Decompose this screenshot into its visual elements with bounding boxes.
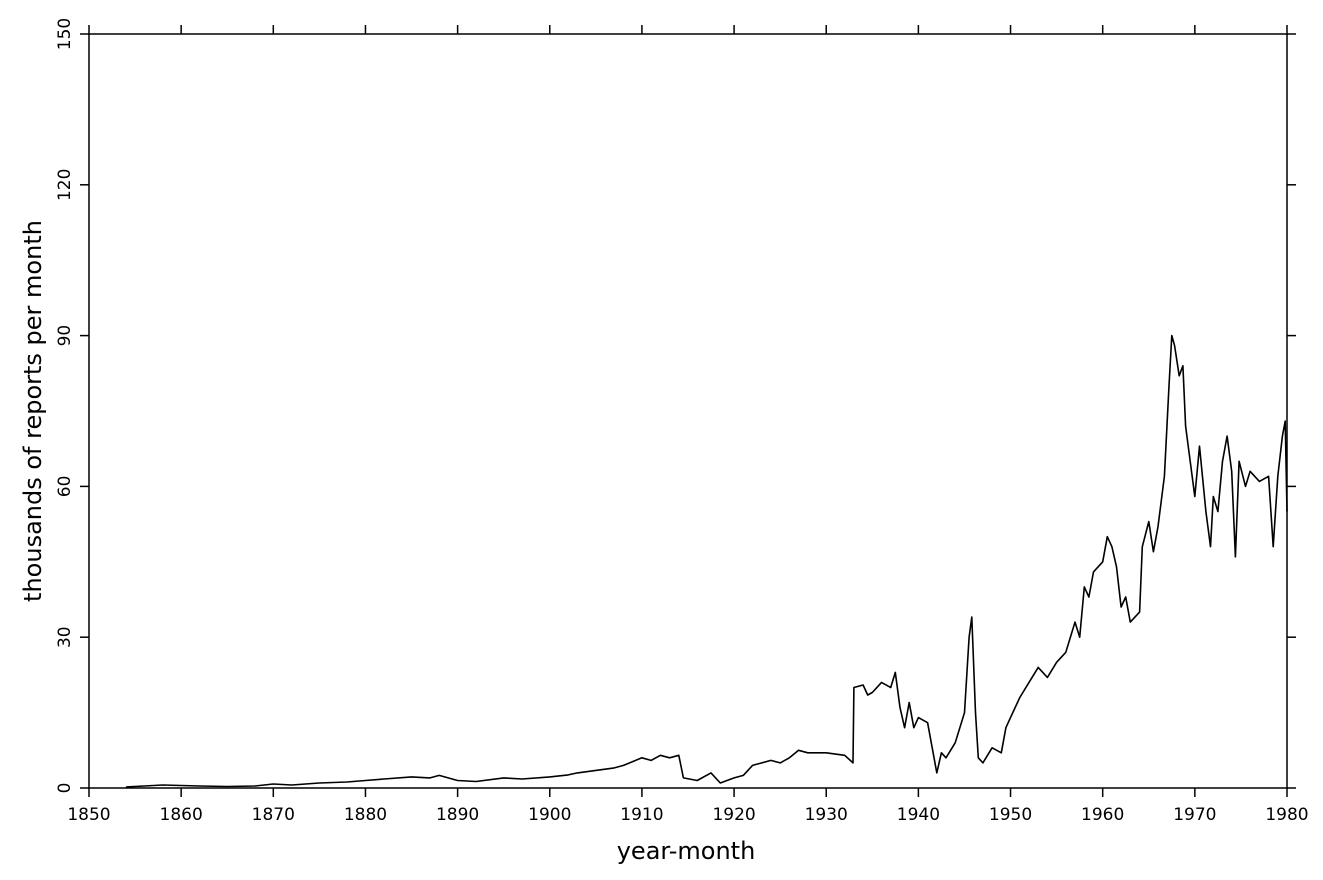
- x-tick-label: 1970: [1173, 805, 1216, 825]
- y-tick-label: 90: [55, 325, 75, 347]
- y-tick-label: 120: [55, 169, 75, 201]
- x-tick-label: 1910: [620, 805, 663, 825]
- x-tick-label: 1980: [1265, 805, 1308, 825]
- x-tick-label: 1860: [160, 805, 203, 825]
- x-tick-label: 1960: [1081, 805, 1124, 825]
- y-tick-label: 150: [55, 18, 75, 50]
- x-tick-label: 1920: [712, 805, 755, 825]
- x-tick-label: 1950: [989, 805, 1032, 825]
- x-tick-label: 1890: [436, 805, 479, 825]
- x-tick-label: 1880: [344, 805, 387, 825]
- y-tick-label: 0: [55, 783, 75, 794]
- plot-frame: [88, 33, 1288, 789]
- x-tick-label: 1900: [528, 805, 571, 825]
- x-axis-label: year-month: [617, 837, 756, 865]
- y-axis-label: thousands of reports per month: [19, 220, 47, 602]
- x-tick-label: 1930: [805, 805, 848, 825]
- x-tick-label: 1850: [67, 805, 110, 825]
- x-tick-label: 1940: [897, 805, 940, 825]
- data-line: [125, 334, 1288, 788]
- y-tick-label: 30: [55, 626, 75, 648]
- y-tick-label: 60: [55, 476, 75, 498]
- x-tick-label: 1870: [252, 805, 295, 825]
